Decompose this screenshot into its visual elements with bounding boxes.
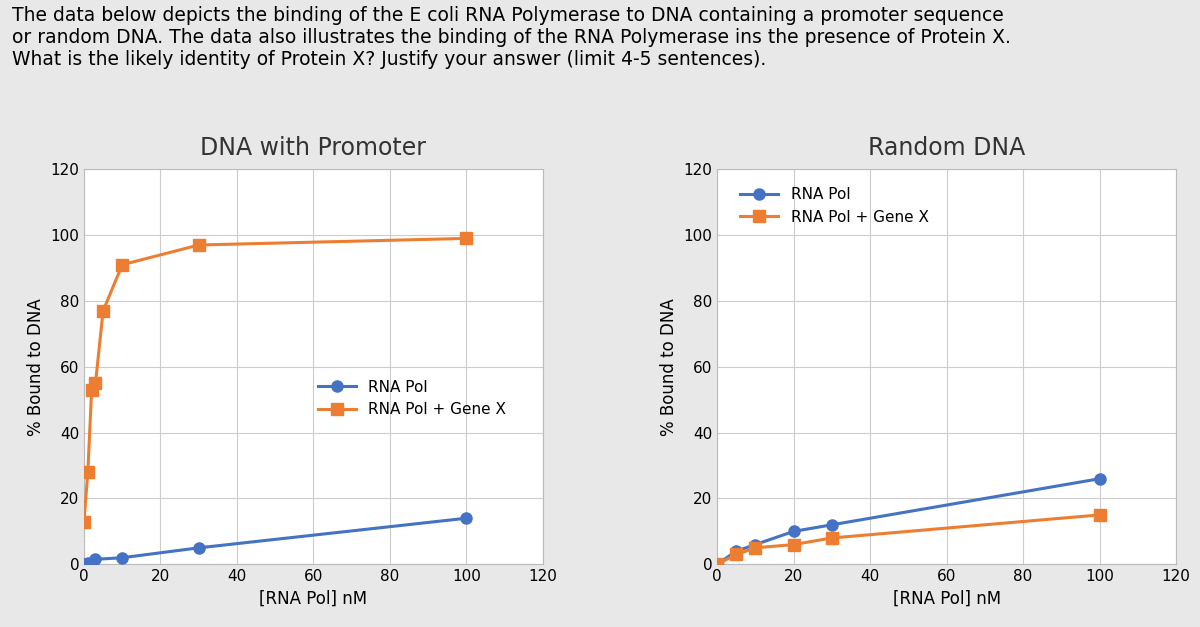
- RNA Pol + Gene X: [460, 234, 474, 242]
- RNA Pol: [192, 544, 206, 552]
- Line: RNA Pol + Gene X: RNA Pol + Gene X: [712, 509, 1105, 570]
- RNA Pol: [1092, 475, 1106, 483]
- RNA Pol + Gene X: [710, 561, 725, 568]
- Line: RNA Pol + Gene X: RNA Pol + Gene X: [78, 233, 472, 527]
- RNA Pol + Gene X: [192, 241, 206, 249]
- RNA Pol: [710, 561, 725, 568]
- Title: DNA with Promoter: DNA with Promoter: [200, 137, 426, 161]
- RNA Pol: [786, 528, 800, 535]
- Legend: RNA Pol, RNA Pol + Gene X: RNA Pol, RNA Pol + Gene X: [734, 181, 935, 231]
- Legend: RNA Pol, RNA Pol + Gene X: RNA Pol, RNA Pol + Gene X: [312, 374, 512, 423]
- RNA Pol + Gene X: [80, 468, 95, 476]
- RNA Pol: [77, 561, 91, 568]
- RNA Pol + Gene X: [749, 544, 763, 552]
- RNA Pol + Gene X: [786, 540, 800, 548]
- Title: Random DNA: Random DNA: [868, 137, 1025, 161]
- RNA Pol + Gene X: [77, 518, 91, 525]
- X-axis label: [RNA Pol] nM: [RNA Pol] nM: [259, 590, 367, 608]
- RNA Pol + Gene X: [824, 534, 839, 542]
- Line: RNA Pol: RNA Pol: [712, 473, 1105, 570]
- X-axis label: [RNA Pol] nM: [RNA Pol] nM: [893, 590, 1001, 608]
- Y-axis label: % Bound to DNA: % Bound to DNA: [26, 298, 44, 436]
- RNA Pol + Gene X: [1092, 511, 1106, 519]
- RNA Pol + Gene X: [115, 261, 130, 268]
- RNA Pol + Gene X: [730, 551, 744, 558]
- RNA Pol + Gene X: [96, 307, 110, 315]
- RNA Pol: [460, 514, 474, 522]
- Text: The data below depicts the binding of the E coli RNA Polymerase to DNA containin: The data below depicts the binding of th…: [12, 6, 1010, 69]
- RNA Pol: [115, 554, 130, 562]
- RNA Pol: [80, 559, 95, 566]
- RNA Pol: [89, 556, 103, 563]
- RNA Pol: [730, 547, 744, 555]
- Y-axis label: % Bound to DNA: % Bound to DNA: [660, 298, 678, 436]
- RNA Pol: [824, 521, 839, 529]
- RNA Pol + Gene X: [84, 386, 98, 394]
- Line: RNA Pol: RNA Pol: [78, 513, 472, 570]
- RNA Pol: [749, 540, 763, 548]
- RNA Pol + Gene X: [89, 379, 103, 387]
